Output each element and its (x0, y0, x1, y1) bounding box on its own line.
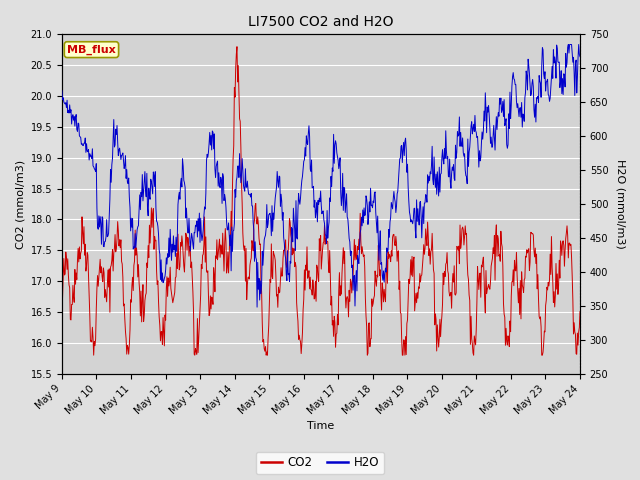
Legend: CO2, H2O: CO2, H2O (256, 452, 384, 474)
X-axis label: Time: Time (307, 421, 335, 432)
Y-axis label: H2O (mmol/m3): H2O (mmol/m3) (615, 159, 625, 249)
Title: LI7500 CO2 and H2O: LI7500 CO2 and H2O (248, 15, 394, 29)
Text: MB_flux: MB_flux (67, 45, 116, 55)
Y-axis label: CO2 (mmol/m3): CO2 (mmol/m3) (15, 159, 25, 249)
